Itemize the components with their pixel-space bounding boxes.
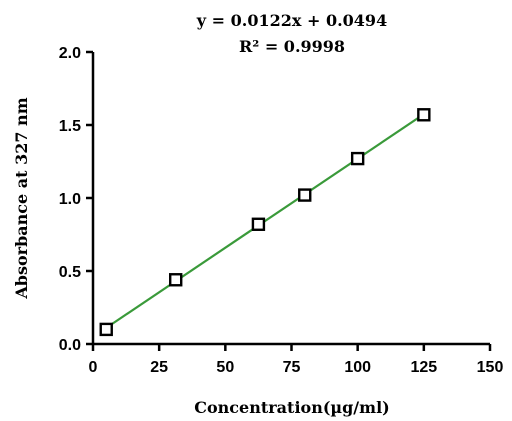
- data-point-marker: [417, 108, 431, 122]
- x-tick-label: 75: [283, 359, 301, 376]
- x-tick-label: 0: [89, 359, 98, 376]
- x-tick-label: 125: [410, 359, 437, 376]
- y-tick-label: 1.5: [59, 118, 81, 135]
- x-axis-title: Concentration(µg/ml): [194, 398, 389, 417]
- equation-annotation: y = 0.0122x + 0.0494: [196, 11, 387, 30]
- plot-area: [99, 108, 431, 337]
- y-tick-label: 0.0: [59, 337, 81, 354]
- x-tick-label: 50: [216, 359, 234, 376]
- data-point-marker: [350, 151, 365, 166]
- data-point-marker: [169, 273, 183, 287]
- data-point-marker: [251, 217, 266, 231]
- x-tick-label: 150: [477, 359, 504, 376]
- x-tick-label: 25: [150, 359, 168, 376]
- y-tick-label: 0.5: [59, 264, 81, 281]
- data-point-marker: [99, 322, 113, 337]
- r-squared-annotation: R² = 0.9998: [239, 37, 345, 56]
- y-tick-label: 1.0: [59, 191, 81, 208]
- data-point-marker: [298, 188, 312, 202]
- x-axis-ticks: 0 25 50 75 100 125 150: [89, 344, 504, 376]
- y-axis-title: Absorbance at 327 nm: [12, 97, 31, 299]
- x-tick-label: 100: [344, 359, 371, 376]
- y-tick-label: 2.0: [59, 45, 81, 62]
- y-axis-ticks: 0.0 0.5 1.0 1.5 2.0: [59, 45, 93, 354]
